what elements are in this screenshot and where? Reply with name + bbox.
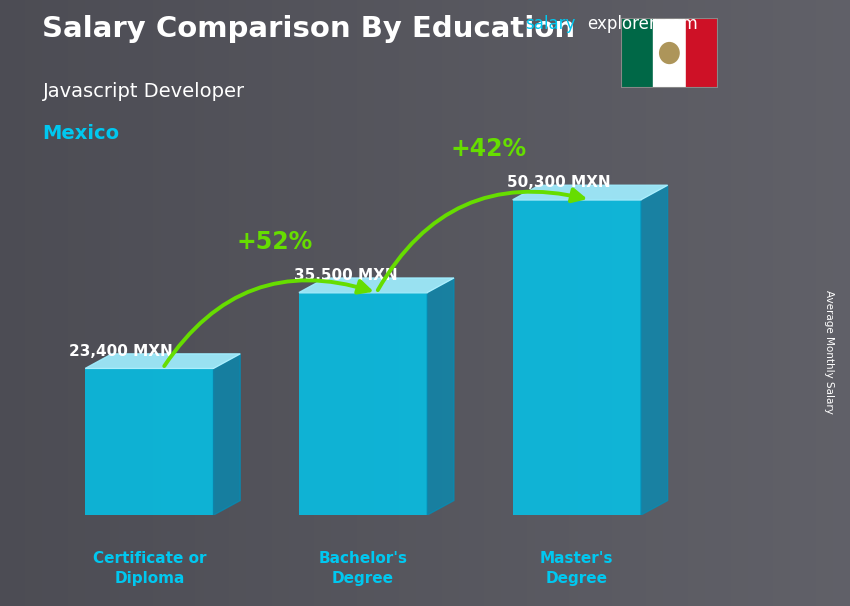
Text: Average Monthly Salary: Average Monthly Salary [824,290,834,413]
Text: salary: salary [525,15,575,33]
Text: +52%: +52% [237,230,313,254]
Polygon shape [428,278,454,515]
Text: Master's
Degree: Master's Degree [540,551,614,586]
Polygon shape [641,185,667,515]
Bar [85,368,213,515]
Polygon shape [299,278,454,293]
Bar [686,18,718,88]
Text: Certificate or
Diploma: Certificate or Diploma [93,551,206,586]
Bar [299,293,428,515]
Text: +42%: +42% [450,137,527,161]
Text: Mexico: Mexico [42,124,120,143]
Text: 50,300 MXN: 50,300 MXN [507,175,611,190]
Bar [653,18,686,88]
Bar [513,200,641,515]
Polygon shape [85,354,241,368]
Polygon shape [513,185,667,200]
Circle shape [659,42,680,64]
Text: Javascript Developer: Javascript Developer [42,82,245,101]
Polygon shape [213,354,241,515]
Text: 23,400 MXN: 23,400 MXN [69,344,173,359]
Text: Salary Comparison By Education: Salary Comparison By Education [42,15,575,43]
Bar [620,18,653,88]
Text: 35,500 MXN: 35,500 MXN [293,268,397,283]
Text: .com: .com [657,15,698,33]
Text: explorer: explorer [587,15,656,33]
Text: Bachelor's
Degree: Bachelor's Degree [319,551,407,586]
